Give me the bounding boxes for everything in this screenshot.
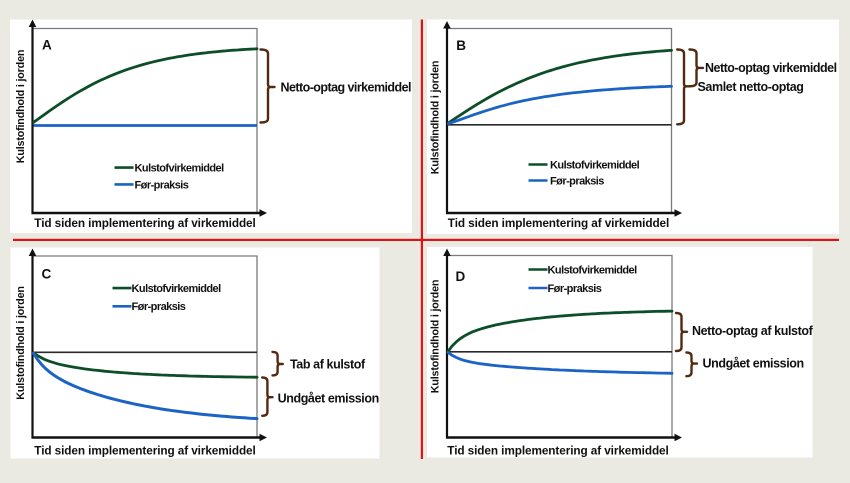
- svg-text:Netto-optag virkemiddel: Netto-optag virkemiddel: [705, 61, 837, 75]
- svg-text:Kulstofindhold i jorden: Kulstofindhold i jorden: [15, 50, 27, 164]
- svg-text:Tid siden implementering af vi: Tid siden implementering af virkemiddel: [448, 216, 669, 230]
- svg-text:Netto-optag virkemiddel: Netto-optag virkemiddel: [281, 80, 411, 94]
- svg-text:Tid siden implementering af vi: Tid siden implementering af virkemiddel: [447, 443, 668, 457]
- svg-text:Undgået emission: Undgået emission: [703, 356, 804, 370]
- svg-text:Før-praksis: Før-praksis: [550, 175, 604, 187]
- svg-text:Kulstofvirkemiddel: Kulstofvirkemiddel: [548, 264, 638, 276]
- svg-text:Før-praksis: Før-praksis: [548, 283, 602, 295]
- svg-text:Kulstofvirkemiddel: Kulstofvirkemiddel: [132, 283, 222, 295]
- svg-text:Tab af kulstof: Tab af kulstof: [290, 357, 366, 371]
- svg-text:C: C: [42, 267, 52, 282]
- svg-text:Kulstofindhold i jorden: Kulstofindhold i jorden: [430, 61, 442, 175]
- svg-text:Samlet netto-optag: Samlet netto-optag: [698, 80, 804, 94]
- svg-text:D: D: [456, 269, 466, 284]
- svg-text:Kulstofvirkemiddel: Kulstofvirkemiddel: [135, 163, 225, 175]
- svg-text:Kulstofindhold i jorden: Kulstofindhold i jorden: [15, 286, 27, 400]
- svg-text:Kulstofvirkemiddel: Kulstofvirkemiddel: [550, 159, 640, 171]
- svg-text:Før-praksis: Før-praksis: [132, 301, 186, 313]
- svg-text:B: B: [456, 38, 466, 53]
- svg-text:Før-praksis: Før-praksis: [135, 179, 189, 191]
- svg-text:Tid siden implementering af vi: Tid siden implementering af virkemiddel: [34, 216, 255, 230]
- svg-text:Kulstofindhold i jorden: Kulstofindhold i jorden: [430, 280, 442, 394]
- svg-text:Netto-optag af kulstof: Netto-optag af kulstof: [692, 324, 814, 338]
- svg-text:A: A: [42, 38, 52, 53]
- svg-text:Tid siden implementering af vi: Tid siden implementering af virkemiddel: [34, 443, 255, 457]
- svg-text:Undgået emission: Undgået emission: [278, 391, 379, 405]
